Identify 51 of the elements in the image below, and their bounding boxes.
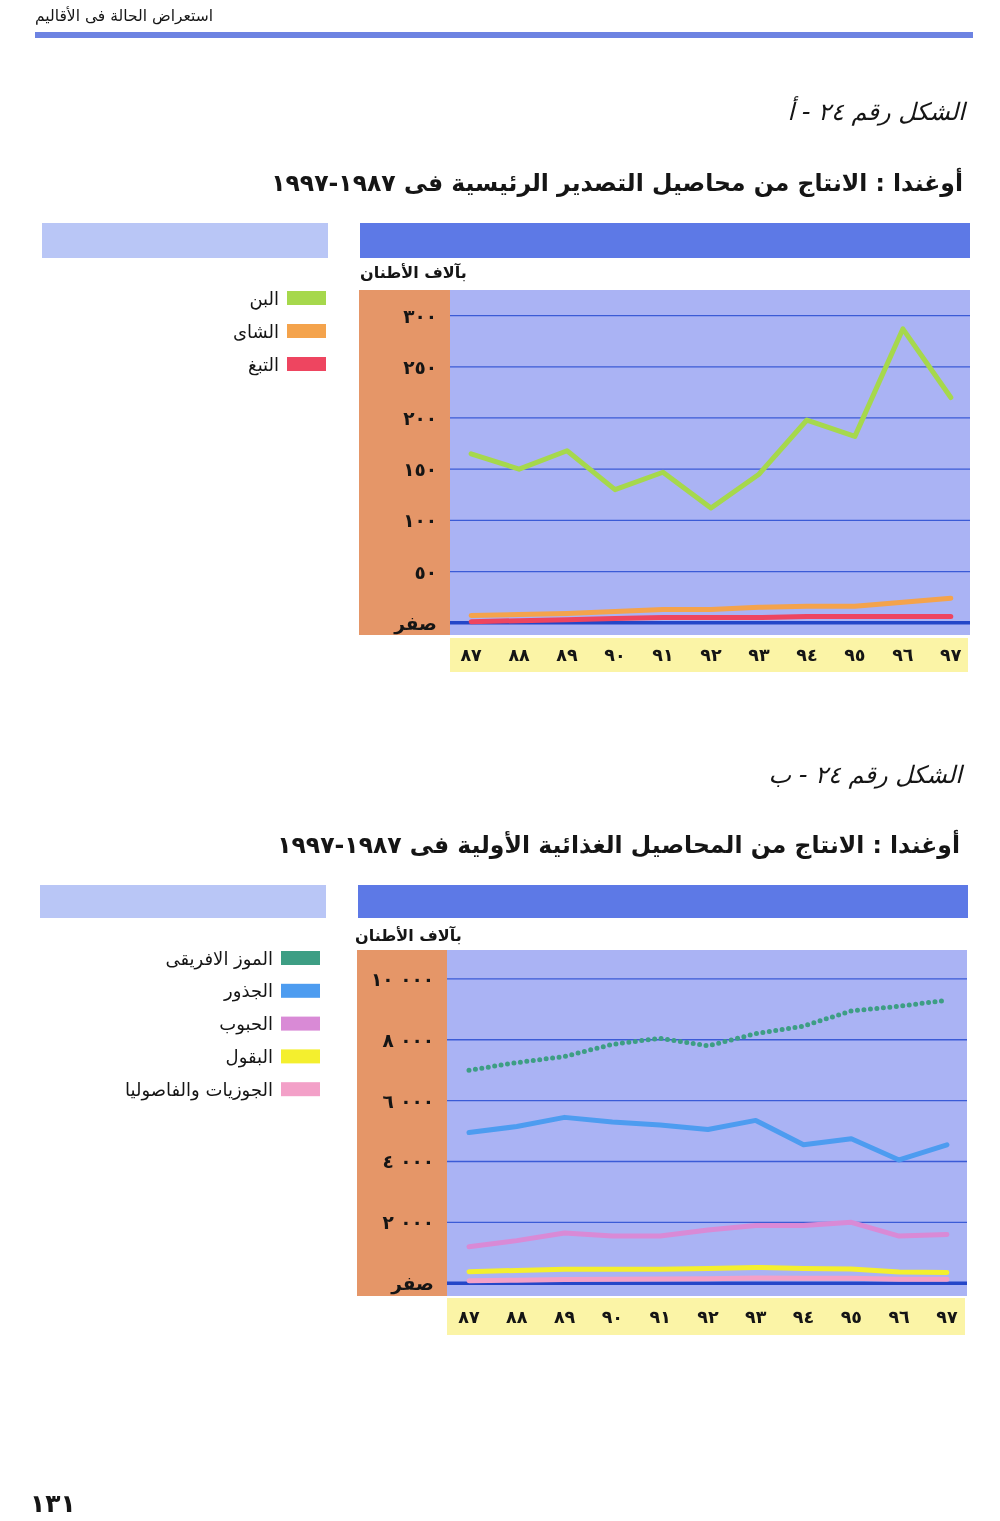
x-tick-label: ٩١ (649, 1306, 671, 1327)
y-tick-label: ١٥٠ (403, 458, 437, 480)
legend-label: الشاى (232, 320, 279, 342)
x-tick-label: ٩٥ (840, 1306, 863, 1327)
x-tick-label: ٩٦ (892, 645, 914, 665)
y-tick-label: ٢ ٠٠٠ (382, 1211, 434, 1233)
x-tick-label: ٩٢ (697, 1306, 719, 1327)
legend-label: الموز الافريقى (165, 947, 273, 970)
legend-label: البقول (225, 1045, 273, 1068)
text: استعراض الحالة فى الأقاليم (35, 6, 213, 25)
text: الشكل رقم ٢٤ - أ (787, 96, 968, 126)
y-tick-label: صفر (393, 612, 437, 635)
y-tick-label: ٦ ٠٠٠ (382, 1090, 434, 1112)
legend-label: التبغ (248, 353, 279, 376)
y-tick-label: ٢٠٠ (403, 407, 437, 429)
x-tick-label: ٩٥ (844, 645, 866, 665)
y-tick-label: ٣٠٠ (403, 305, 437, 327)
x-tick-label: ٩٦ (888, 1306, 911, 1327)
x-tick-label: ٩٠ (604, 645, 626, 665)
legend-label: الجوزيات والفاصوليا (124, 1078, 273, 1101)
legend-label: الجذور (223, 980, 273, 1003)
x-tick-label: ٩٠ (601, 1306, 624, 1327)
text: ١٣١ (30, 1488, 76, 1518)
x-tick-label: ٨٧ (458, 1306, 480, 1327)
y-tick-label: ١٠ ٠٠٠ (371, 968, 434, 990)
legend-label: البن (249, 287, 279, 310)
x-tick-label: ٩٣ (745, 1306, 767, 1327)
x-tick-label: ٩٤ (796, 645, 818, 665)
x-tick-label: ٩٧ (936, 1306, 958, 1327)
y-tick-label: ٤ ٠٠٠ (382, 1151, 434, 1172)
legend-label: الحبوب (219, 1013, 273, 1036)
chart-title: أوغندا : الانتاج من المحاصيل الغذائية الأولية فى ١٩٨٧-١٩٩٧ (277, 829, 960, 859)
x-tick-label: ٨٩ (556, 645, 579, 665)
x-tick-label: ٩٧ (940, 645, 962, 665)
y-tick-label: ٥٠ (414, 561, 437, 583)
x-tick-label: ٨٨ (506, 1306, 528, 1327)
x-tick-label: ٩١ (652, 645, 674, 665)
text: الشكل رقم ٢٤ - ب (768, 761, 965, 789)
x-tick-label: ٩٤ (792, 1306, 815, 1327)
y-tick-label: ٨ ٠٠٠ (382, 1029, 434, 1051)
chart-title: أوغندا : الانتاج من محاصيل التصدير الرئيسية فى ١٩٨٧-١٩٩٧ (271, 167, 963, 197)
y-tick-label: ٢٥٠ (403, 356, 437, 378)
x-tick-label: ٨٧ (460, 645, 483, 665)
x-tick-label: ٩٣ (748, 645, 770, 665)
y-tick-label: ١٠٠ (403, 509, 437, 531)
y-tick-label: صفر (390, 1272, 434, 1295)
y-axis-title: بآلاف الأطنان (355, 924, 462, 945)
y-axis-title: بآلاف الأطنان (360, 261, 467, 282)
x-tick-label: ٨٨ (508, 645, 531, 665)
x-tick-label: ٨٩ (553, 1306, 576, 1327)
x-tick-label: ٩٢ (700, 645, 722, 665)
